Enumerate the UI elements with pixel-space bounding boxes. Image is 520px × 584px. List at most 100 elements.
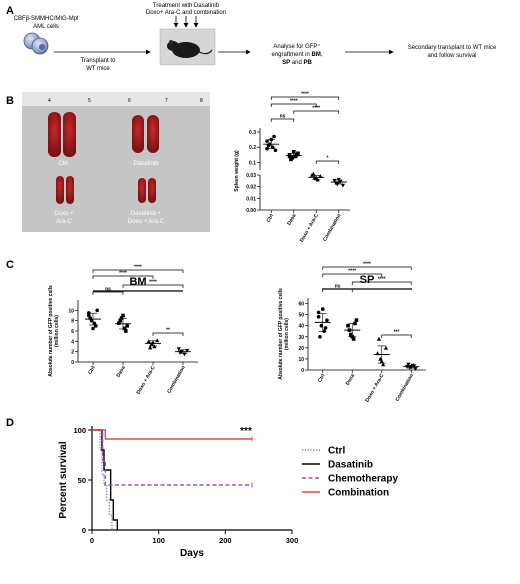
data-point [124, 329, 128, 333]
significance-bracket [270, 118, 295, 122]
spleen-dasatinib-2 [147, 115, 159, 153]
spleen-combo-1 [138, 178, 146, 203]
y-tick-label: 6 [71, 329, 74, 335]
significance-label: **** [301, 92, 309, 98]
data-point [95, 308, 99, 313]
data-point [270, 145, 275, 149]
spleen-dasatinib-1 [132, 115, 144, 153]
y-tick-label: 0.02 [246, 185, 256, 191]
data-point [185, 348, 190, 353]
significance-bracket [322, 266, 412, 270]
secondary-label-line1: Secondary transplant to WT mice [408, 45, 497, 51]
data-point [346, 323, 350, 328]
y-tick-label: 60 [298, 302, 304, 308]
x-tick-label: Doxo + Ara-C [136, 365, 157, 396]
secondary-label-line2: and follow survival [427, 53, 476, 59]
photo-label-doxo-line2: Ara-C [56, 219, 72, 225]
significance-bracket [92, 291, 124, 295]
data-point [148, 345, 153, 350]
panel-label-c: C [6, 259, 14, 271]
data-point [94, 324, 98, 328]
data-point [354, 318, 359, 322]
photo-label-ctrl: Ctrl [58, 161, 67, 167]
data-point [91, 326, 95, 331]
y-tick-label: 8 [71, 319, 74, 325]
data-point [340, 183, 346, 188]
treatment-label-line1: Treatment with Dasatinib [153, 3, 220, 9]
y-tick-label: 2 [71, 350, 74, 356]
significance-bracket [322, 273, 383, 277]
data-point [294, 153, 299, 157]
data-point [311, 171, 316, 176]
data-point [146, 339, 151, 344]
spleen-combo-2 [148, 178, 156, 203]
data-point [118, 318, 122, 323]
mouse-photo [159, 28, 216, 66]
legend-label: Chemotherapy [328, 474, 398, 485]
y-axis-label: Spleen weight (g) [234, 150, 240, 192]
significance-label: **** [348, 269, 356, 275]
data-point [287, 154, 292, 159]
x-tick-label: Ctrl [87, 364, 97, 375]
data-point [273, 148, 278, 153]
significance-bracket [270, 103, 317, 107]
photo-label-dasatinib: Dasatinib [133, 161, 159, 167]
x-tick-label: Dasa [116, 365, 127, 379]
significance-bracket [92, 269, 184, 273]
data-point [320, 307, 325, 311]
data-point [122, 326, 127, 331]
sp-gfp-chart: 0 10 20 30 40 50 60 Absolute number of GFP posi… [278, 262, 426, 403]
significance-label: ** [166, 328, 170, 334]
transplant-label-line2: WT mice [86, 66, 110, 72]
y-tick-label: 30 [298, 335, 304, 341]
significance-label: ns [105, 287, 111, 293]
significance-bracket [92, 275, 154, 279]
significance-label: **** [312, 106, 320, 112]
data-point [155, 338, 160, 343]
y-tick-label: 0.01 [246, 196, 256, 202]
photo-label-doxo-line1: Doxo + [54, 211, 74, 217]
significance-label: * [327, 156, 329, 162]
x-tick-label: Ctrl [317, 372, 327, 383]
y-axis-label-line1: Absolute number of GFP positive cells [48, 285, 54, 377]
analyse-label-line3: SP and PB [282, 60, 312, 66]
x-tick-label: Doxo + Ara-C [299, 213, 320, 244]
x-tick-label: Ctrl [265, 212, 275, 223]
ruler-number: 7 [165, 98, 168, 104]
y-tick-label: 0.03 [246, 173, 256, 179]
y-axis-label: Percent survival [58, 441, 69, 518]
y-axis-label-line2: (million cells) [284, 318, 290, 350]
spleen-ctrl-2 [63, 112, 76, 157]
y-tick-label: 4 [71, 339, 74, 345]
significance-label: **** [119, 271, 127, 277]
y-tick-label: 0.1 [249, 160, 256, 166]
significance-label: **** [363, 262, 371, 268]
y-tick-label: 10 [298, 357, 304, 363]
data-point [117, 321, 121, 326]
legend-label: Combination [328, 488, 389, 499]
treatment-label-line2: Doxo+ Ara-C and combination [146, 10, 226, 16]
aml-cells-icon [23, 32, 49, 55]
x-tick-label: 100 [152, 536, 165, 545]
x-tick-label: Dasa [345, 373, 356, 387]
x-tick-label: Combination [166, 365, 186, 394]
y-tick-label: 40 [298, 324, 304, 330]
y-tick-label: 0 [301, 368, 304, 374]
spleen-photo: 4 5 6 7 8 Ctrl Dasatinib Doxo + Ara-C Da… [22, 92, 210, 232]
ruler-number: 6 [128, 98, 131, 104]
spleen-doxo-1 [56, 176, 64, 204]
data-point [349, 332, 353, 337]
y-axis-label-line2: (million cells) [54, 315, 60, 347]
significance-label: *** [394, 330, 400, 336]
legend-label: Dasatinib [328, 460, 373, 471]
significance-label: **** [134, 265, 142, 271]
survival-line-ctrl [92, 429, 113, 530]
significance-bracket [270, 96, 340, 100]
y-tick-label: 10 [68, 308, 74, 314]
data-point [176, 347, 181, 352]
significance-bracket [293, 110, 340, 114]
data-point [119, 316, 124, 320]
y-tick-label: 100 [73, 426, 86, 435]
significance-label: ns [335, 284, 341, 290]
